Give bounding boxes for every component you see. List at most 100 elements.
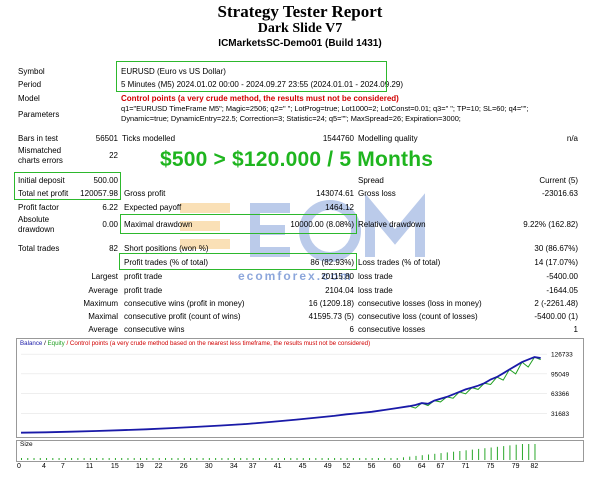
size-bar	[352, 458, 354, 460]
acl-label: consecutive losses	[358, 325, 426, 334]
pf-label: Profit factor	[18, 203, 59, 212]
x-tick-label: 79	[511, 463, 520, 470]
size-bar	[428, 454, 430, 460]
size-bar	[484, 448, 486, 460]
size-bar	[315, 458, 317, 460]
period-value: 5 Minutes (M5) 2024.01.02 00:00 - 2024.0…	[121, 80, 403, 89]
size-bar	[227, 458, 229, 460]
deposit-profit-highlight	[14, 172, 121, 200]
size-bar	[271, 458, 273, 460]
spread-label: Spread	[358, 176, 384, 185]
legend-balance: Balance	[20, 340, 43, 347]
size-bar	[284, 458, 285, 460]
short-label: Short positions (won %)	[124, 244, 209, 253]
size-bar	[183, 458, 185, 460]
x-tick-label: 67	[436, 463, 445, 470]
ticks-label: Ticks modelled	[122, 134, 176, 143]
size-bar	[139, 458, 141, 460]
x-tick-label: 7	[60, 463, 65, 470]
size-bar	[46, 458, 48, 460]
size-bar	[302, 458, 304, 460]
size-bar	[446, 452, 448, 460]
apt-label: profit trade	[124, 286, 163, 295]
y-tick-label: 63366	[551, 391, 569, 398]
x-tick-label: 11	[85, 463, 94, 470]
size-bar	[127, 458, 129, 460]
trades-value: 82	[109, 244, 118, 253]
size-bar	[96, 458, 98, 460]
x-tick-label: 45	[298, 463, 307, 470]
size-bar	[296, 458, 298, 460]
y-tick-label: 126733	[551, 352, 573, 359]
pt-label: Profit trades (% of total)	[124, 258, 209, 267]
lpt-label: profit trade	[124, 272, 163, 281]
x-tick-label: 82	[530, 463, 539, 470]
x-tick-label: 37	[248, 463, 257, 470]
size-bar	[108, 458, 110, 460]
size-bar	[434, 453, 436, 460]
average-consec-label: Average	[88, 325, 118, 334]
x-tick-label: 19	[135, 463, 144, 470]
lpt-value: 20115.80	[321, 272, 354, 281]
x-tick-label: 4	[42, 463, 46, 470]
size-chart-svg	[21, 444, 536, 460]
x-tick-label: 60	[392, 463, 401, 470]
size-bar	[359, 458, 361, 460]
size-bar	[277, 458, 279, 460]
balance-chart: 126733 95049 63366 31683	[16, 338, 584, 438]
size-bar	[240, 458, 242, 460]
pf-value: 6.22	[102, 203, 118, 212]
size-bar	[58, 458, 60, 460]
lt-value: 14 (17.07%)	[534, 258, 578, 267]
size-bar	[208, 458, 210, 460]
size-bar	[202, 458, 204, 460]
payoff-value: 1464.12	[325, 203, 354, 212]
quality-label: Modelling quality	[358, 134, 418, 143]
size-bar	[215, 458, 217, 460]
mismatch-label-1: Mismatched	[18, 146, 62, 155]
spread-value: Current (5)	[539, 176, 578, 185]
size-chart	[16, 440, 584, 462]
size-bar	[89, 458, 91, 460]
size-bar	[503, 446, 505, 460]
size-bar	[64, 458, 66, 460]
mcw-value: 16 (1209.18)	[308, 299, 354, 308]
mcp-label: consecutive profit (count of wins)	[124, 312, 241, 321]
model-label: Model	[18, 94, 40, 103]
size-bar	[346, 458, 348, 460]
size-bar	[509, 445, 511, 460]
size-bar	[415, 455, 417, 460]
x-tick-label: 56	[367, 463, 376, 470]
size-bar	[334, 458, 336, 460]
x-tick-label: 26	[179, 463, 188, 470]
x-tick-label: 41	[273, 463, 282, 470]
absdd-label-1: Absolute	[18, 215, 50, 224]
size-bar	[39, 458, 41, 460]
size-bar	[496, 446, 498, 460]
ea-name: Dark Slide V7	[257, 21, 343, 36]
long-value: 30 (86.67%)	[534, 244, 578, 253]
deposit-value: 500.00	[93, 176, 118, 185]
mcl-label: consecutive losses (loss in money)	[358, 299, 482, 308]
maxdd-value: 10000.00 (8.08%)	[290, 220, 354, 229]
maxdd-label: Maximal drawdown	[124, 220, 193, 229]
size-bar	[252, 458, 254, 460]
size-bar	[27, 458, 29, 460]
lt-label: Loss trades (% of total)	[358, 258, 441, 267]
size-bar	[490, 447, 492, 460]
average-label: Average	[88, 286, 118, 295]
size-bar	[515, 444, 517, 460]
largest-label: Largest	[91, 272, 118, 281]
x-tick-label: 0	[17, 463, 21, 470]
x-tick-label: 64	[417, 463, 426, 470]
size-bar	[83, 458, 85, 460]
acw-value: 6	[349, 325, 354, 334]
size-bar	[384, 458, 386, 460]
size-bar	[528, 444, 530, 460]
mismatch-value: 22	[109, 151, 118, 160]
acl-value: 1	[573, 325, 578, 334]
size-bar	[265, 458, 267, 460]
mcl-value: 2 (-2261.48)	[534, 299, 578, 308]
chart-legend: Balance / Equity / Control points (a ver…	[20, 340, 370, 347]
bars-value: 56501	[95, 134, 118, 143]
